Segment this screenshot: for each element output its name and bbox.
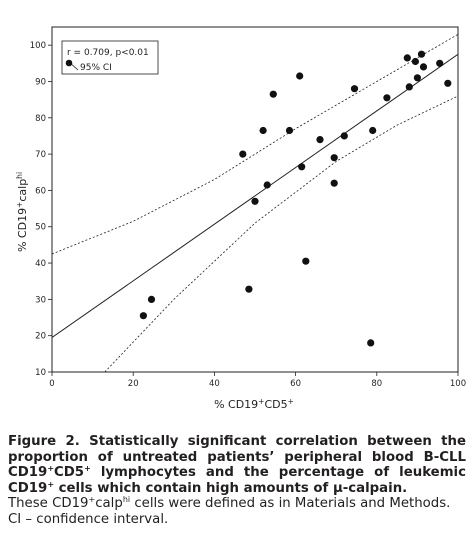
y-tick-label: 30 bbox=[35, 295, 46, 305]
y-tick-label: 80 bbox=[35, 114, 46, 124]
y-tick-label: 90 bbox=[35, 77, 46, 87]
data-point bbox=[259, 126, 267, 135]
y-tick-label: 40 bbox=[35, 259, 46, 269]
data-point bbox=[239, 150, 247, 158]
data-point bbox=[263, 181, 271, 189]
caption-note: These CD19+calphi cells were defined as … bbox=[8, 495, 451, 527]
x-tick-label: 40 bbox=[209, 379, 220, 389]
x-tick-label: 60 bbox=[290, 379, 301, 389]
data-point bbox=[350, 85, 359, 93]
x-axis-ticks: 0 20 40 60 80 100 bbox=[49, 372, 466, 389]
legend-marker bbox=[65, 59, 73, 67]
data-point bbox=[403, 54, 411, 62]
y-tick-label: 70 bbox=[35, 150, 46, 160]
data-point bbox=[340, 132, 348, 140]
data-point bbox=[139, 312, 147, 320]
legend-ci: 95% CI bbox=[80, 63, 112, 73]
regression-line-path bbox=[52, 53, 458, 338]
x-axis-label: % CD19+CD5+ bbox=[214, 397, 294, 411]
y-tick-label: 60 bbox=[35, 186, 46, 196]
plot-frame bbox=[51, 26, 459, 373]
y-tick-label: 50 bbox=[35, 223, 46, 233]
data-point bbox=[285, 126, 294, 135]
data-point bbox=[417, 50, 426, 58]
y-axis-label: % CD19+calphi bbox=[15, 172, 29, 252]
ci-upper-line bbox=[52, 33, 458, 255]
data-point bbox=[147, 295, 156, 303]
data-point bbox=[269, 90, 277, 98]
data-point bbox=[296, 72, 304, 80]
data-point bbox=[413, 74, 421, 82]
data-point bbox=[436, 59, 444, 67]
data-point bbox=[302, 257, 310, 265]
data-point bbox=[405, 83, 413, 91]
figure-caption: Figure 2. Statistically significant corr… bbox=[8, 434, 466, 528]
legend: r = 0.709, p<0.01 95% CI bbox=[61, 40, 159, 75]
data-point bbox=[330, 179, 338, 187]
x-tick-label: 20 bbox=[128, 379, 139, 389]
y-axis-ticks: 10 20 30 40 50 60 70 80 90 100 bbox=[30, 41, 52, 378]
scatter-chart: 0 20 40 60 80 100 10 20 30 40 50 60 70 80 90 100 r = 0… bbox=[15, 26, 466, 411]
y-tick-label: 10 bbox=[35, 368, 46, 378]
y-tick-label: 100 bbox=[30, 41, 46, 51]
x-tick-label: 100 bbox=[450, 379, 466, 389]
x-tick-label: 0 bbox=[49, 379, 54, 389]
confidence-interval-lines bbox=[52, 33, 458, 372]
data-points bbox=[139, 50, 452, 347]
data-point bbox=[369, 126, 377, 135]
data-point bbox=[330, 154, 338, 162]
x-tick-label: 80 bbox=[371, 379, 382, 389]
data-point bbox=[298, 163, 306, 171]
data-point bbox=[411, 57, 419, 66]
data-point bbox=[245, 285, 253, 293]
legend-stat: r = 0.709, p<0.01 bbox=[67, 48, 149, 58]
legend-box bbox=[61, 40, 159, 75]
data-point bbox=[251, 197, 259, 205]
data-point bbox=[367, 339, 375, 347]
data-point bbox=[383, 94, 391, 102]
data-point bbox=[419, 63, 428, 71]
caption-title: Figure 2. Statistically significant corr… bbox=[8, 434, 466, 496]
regression-line bbox=[52, 53, 458, 338]
data-point bbox=[316, 136, 324, 144]
y-tick-label: 20 bbox=[35, 332, 46, 342]
data-point bbox=[444, 79, 452, 87]
